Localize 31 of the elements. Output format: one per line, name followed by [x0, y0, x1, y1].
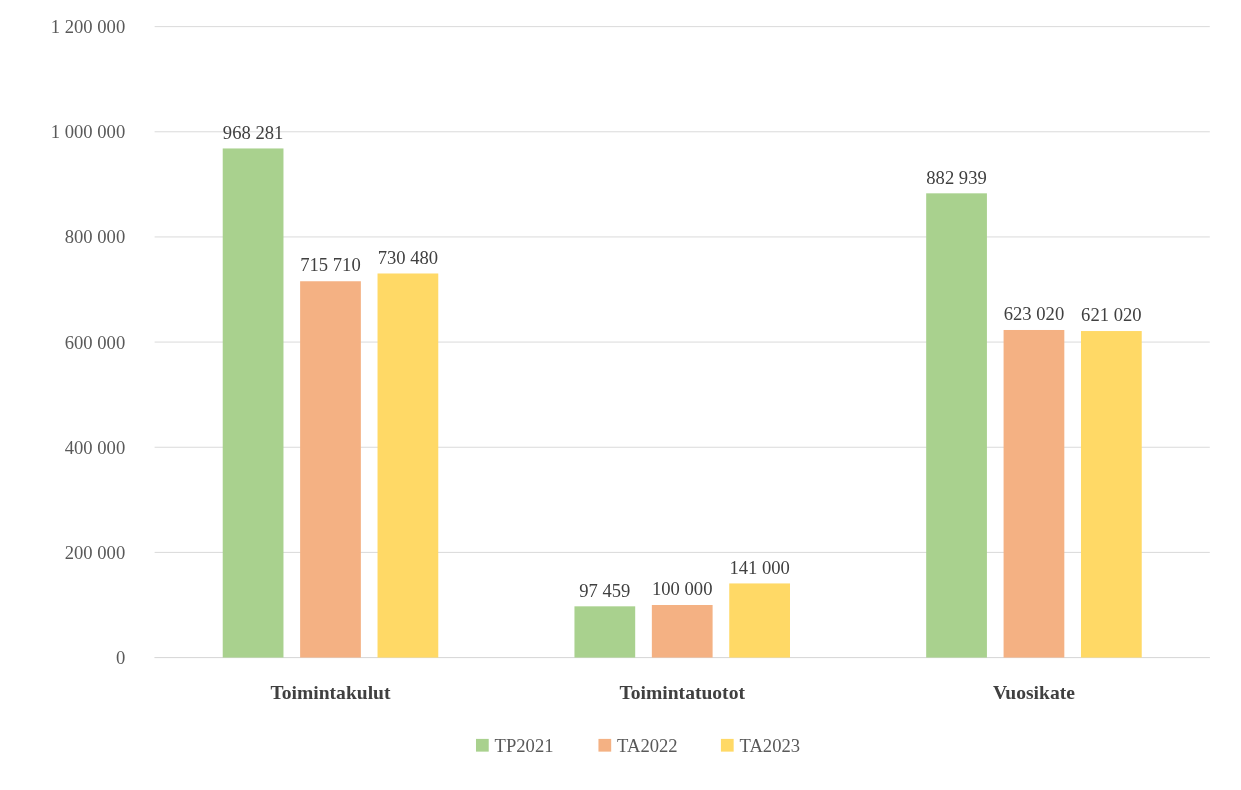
bar [729, 583, 790, 658]
y-tick-label: 800 000 [64, 226, 126, 248]
data-label: 97 459 [579, 579, 631, 601]
bar [651, 604, 713, 658]
legend-label: TA2023 [739, 735, 801, 757]
y-tick-label: 400 000 [64, 436, 126, 458]
legend-label: TA2022 [617, 735, 678, 757]
data-label: 621 020 [1081, 304, 1142, 326]
data-label: 882 939 [926, 166, 987, 188]
bar [377, 273, 439, 658]
x-tick-label: Toimintakulut [270, 681, 391, 703]
y-tick-label: 1 000 000 [50, 121, 126, 143]
data-label: 730 480 [377, 246, 439, 268]
legend-label: TP2021 [494, 735, 554, 757]
x-tick-label: Toimintatuotot [619, 681, 746, 703]
y-tick-label: 1 200 000 [50, 16, 126, 38]
bar [1003, 329, 1065, 658]
data-label: 968 281 [222, 121, 284, 143]
bar [300, 281, 361, 658]
x-tick-label: Vuosikate [992, 681, 1076, 703]
data-label: 100 000 [651, 578, 713, 600]
bar [1080, 331, 1142, 658]
data-label: 623 020 [1003, 303, 1065, 325]
bar [222, 148, 284, 658]
bar [574, 606, 636, 658]
data-label: 715 710 [300, 254, 361, 276]
data-label: 141 000 [729, 556, 790, 578]
y-tick-label: 0 [115, 647, 126, 669]
bar [926, 193, 987, 658]
y-tick-label: 600 000 [64, 331, 126, 353]
y-tick-label: 200 000 [64, 541, 126, 563]
